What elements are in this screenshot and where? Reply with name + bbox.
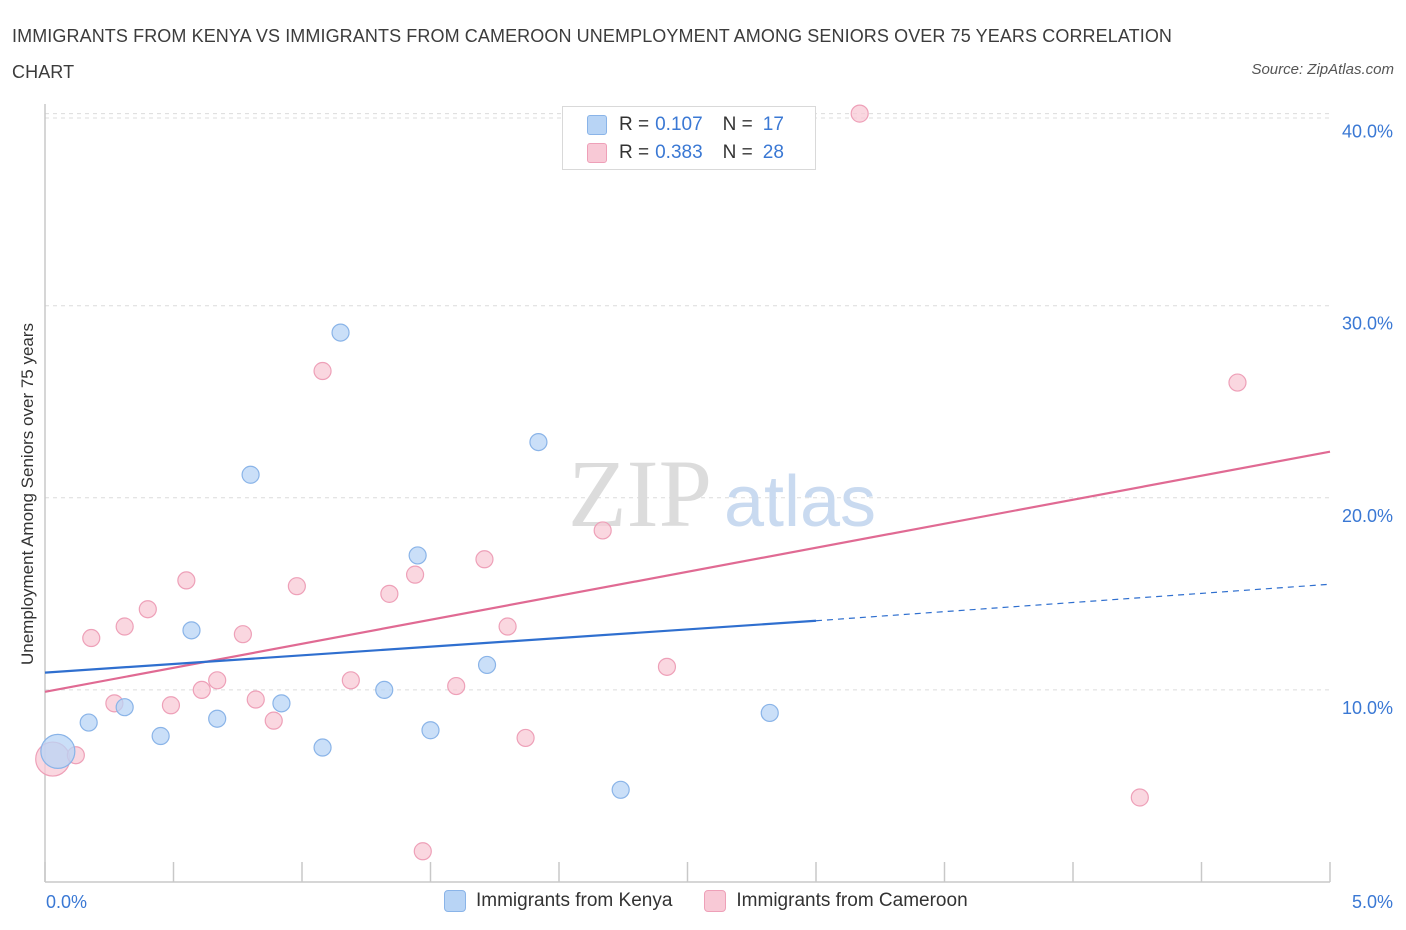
cameroon-point [233,625,252,644]
n-label: N = [722,114,753,135]
cameroon-point [405,565,425,584]
kenya-point [182,621,201,640]
watermark-atlas: atlas [724,462,876,542]
cameroon-point [341,671,360,690]
kenya-legend-label: Immigrants from Kenya [476,890,673,911]
legend-row-kenya: R = 0.107 N = 17 [587,113,784,137]
kenya-point [477,655,497,675]
kenya-point [241,465,260,484]
cameroon-point [161,696,181,715]
cameroon-point [593,521,612,540]
kenya-point [760,703,779,723]
cameroon-swatch [587,143,607,163]
y-tick-label: 40.0% [1342,122,1393,142]
cameroon-point [208,671,227,690]
kenya-point [421,721,440,740]
cameroon-point [1228,373,1247,392]
cameroon-point [313,361,332,381]
axes [44,104,1331,883]
cameroon-point [82,628,101,648]
cameroon-legend-label: Immigrants from Cameroon [736,890,968,911]
r-label: R = [619,142,650,163]
watermark: ZIP atlas [568,440,876,547]
cameroon-point [516,728,535,748]
cameroon-trend-line [44,450,1331,693]
kenya-point [331,323,350,342]
kenya-swatch [587,115,607,135]
cameroon-point [413,842,432,861]
kenya-n-value: 17 [762,114,784,135]
cameroon-point [177,571,196,590]
kenya-point [40,733,76,769]
kenya-point [375,680,394,700]
kenya-r-value: 0.107 [655,114,703,135]
cameroon-point [850,104,869,123]
tick-labels: 10.0% 20.0% 30.0% 40.0% 0.0% 5.0% [46,122,1393,912]
kenya-trend-extension [815,583,1331,622]
kenya-point [208,709,227,728]
cameroon-point [138,600,157,619]
kenya-point [313,738,332,757]
kenya-point [611,780,630,799]
cameroon-point [447,676,466,696]
cameroon-n-value: 28 [762,142,784,163]
n-label: N = [722,142,753,163]
kenya-point [79,713,98,732]
y-tick-label: 30.0% [1342,314,1393,334]
kenya-point [151,726,170,746]
x-tick-label-start: 0.0% [46,892,87,912]
cameroon-point [115,617,134,636]
kenya-point [272,694,291,713]
kenya-point [529,432,548,452]
kenya-point [115,698,134,717]
cameroon-point [287,577,306,596]
gridlines [45,113,1330,691]
cameroon-point [380,584,399,603]
cameroon-point [246,690,265,709]
y-tick-label: 20.0% [1342,506,1393,526]
cameroon-legend-swatch [704,890,727,912]
cameroon-point [498,617,517,636]
chart-title: IMMIGRANTS FROM KENYA VS IMMIGRANTS FROM… [12,26,1173,82]
kenya-trend-line [44,619,817,674]
y-tick-label: 10.0% [1342,698,1393,718]
series-legend: Immigrants from Kenya Immigrants from Ca… [444,890,1000,912]
cameroon-point [1130,788,1149,807]
legend-item-cameroon[interactable]: Immigrants from Cameroon [704,890,968,912]
correlation-legend: R = 0.107 N = 17 R = 0.383 N = 28 [562,106,816,170]
kenya-legend-swatch [444,890,466,912]
watermark-zip: ZIP [568,440,712,547]
cameroon-point [192,680,211,700]
cameroon-point [264,711,283,730]
data-points [35,104,1247,861]
r-label: R = [619,114,650,135]
cameroon-point [475,550,494,569]
y-axis-label: Unemployment Among Seniors over 75 years [18,322,37,666]
kenya-point [408,546,427,565]
legend-row-cameroon: R = 0.383 N = 28 [587,141,784,165]
trend-lines [44,450,1331,693]
source-label: Source: ZipAtlas.com [1251,61,1394,78]
cameroon-r-value: 0.383 [655,142,703,163]
legend-item-kenya[interactable]: Immigrants from Kenya [444,890,672,912]
cameroon-point [657,657,677,676]
x-tick-label-end: 5.0% [1352,892,1393,912]
